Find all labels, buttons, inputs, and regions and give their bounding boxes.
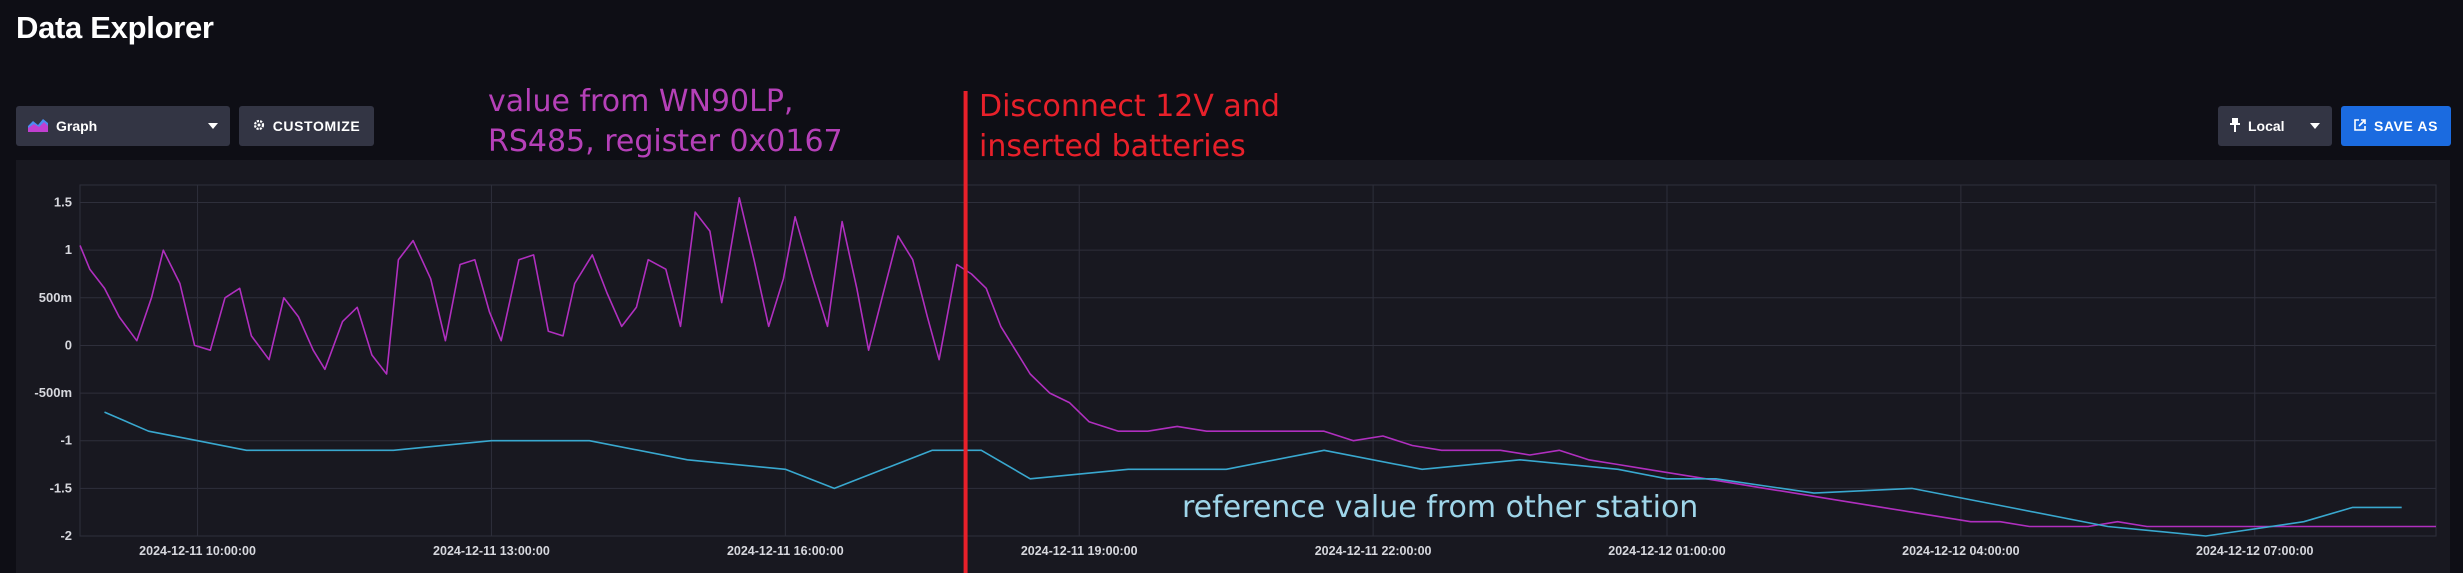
series-line-reference [104,411,2402,537]
x-tick-label: 2024-12-11 19:00:00 [1021,544,1138,558]
save-as-label: SAVE AS [2373,118,2439,134]
graph-type-icon [28,118,48,135]
chevron-down-icon [208,123,218,129]
y-tick-label: -1 [60,433,72,448]
y-tick-label: -2 [60,528,72,543]
graph-panel: 1.5 1 500m 0 -500m -1 -1.5 -2 2024-12-11 10:00:0… [16,160,2450,573]
x-tick-label: 2024-12-11 22:00:00 [1315,544,1432,558]
x-tick-label: 2024-12-11 13:00:00 [433,544,550,558]
timezone-label: Local [2248,118,2285,134]
external-link-icon [2354,118,2366,134]
series-line-wn90lp [79,196,2436,528]
annotation-disconnect-line1: Disconnect 12V and [979,89,1280,124]
annotation-sensor-line1: value from WN90LP, [488,84,794,119]
y-tick-label: 500m [39,290,72,305]
x-tick-label: 2024-12-11 10:00:00 [139,544,256,558]
graph-type-label: Graph [56,118,98,134]
customize-button[interactable]: CUSTOMIZE [239,106,374,146]
annotation-disconnect: Disconnect 12V and inserted batteries [979,87,1280,167]
graph-type-dropdown[interactable]: Graph [16,106,230,146]
y-tick-label: -1.5 [50,480,72,495]
annotation-sensor-value: value from WN90LP, RS485, register 0x016… [488,82,843,162]
y-tick-label: 1.5 [54,195,72,210]
x-tick-label: 2024-12-12 01:00:00 [1608,544,1725,558]
save-as-button[interactable]: SAVE AS [2341,106,2451,146]
annotation-reference: reference value from other station [1182,490,1699,525]
x-tick-label: 2024-12-11 16:00:00 [727,544,844,558]
y-tick-label: 1 [65,242,72,257]
x-tick-label: 2024-12-12 04:00:00 [1902,544,2019,558]
line-chart[interactable]: 1.5 1 500m 0 -500m -1 -1.5 -2 2024-12-11 10:00:0… [16,160,2450,573]
annotation-sensor-line2: RS485, register 0x0167 [488,124,843,159]
customize-label: CUSTOMIZE [272,118,361,134]
y-tick-label: -500m [34,385,72,400]
plot-frame [79,184,2437,537]
y-tick-label: 0 [65,337,72,352]
annotation-disconnect-line2: inserted batteries [979,129,1246,164]
x-tick-label: 2024-12-12 07:00:00 [2196,544,2313,558]
pin-icon [2230,117,2240,135]
page-title: Data Explorer [16,10,214,45]
gear-icon [253,118,265,134]
timezone-dropdown[interactable]: Local [2218,106,2332,146]
chevron-down-icon [2310,123,2320,129]
